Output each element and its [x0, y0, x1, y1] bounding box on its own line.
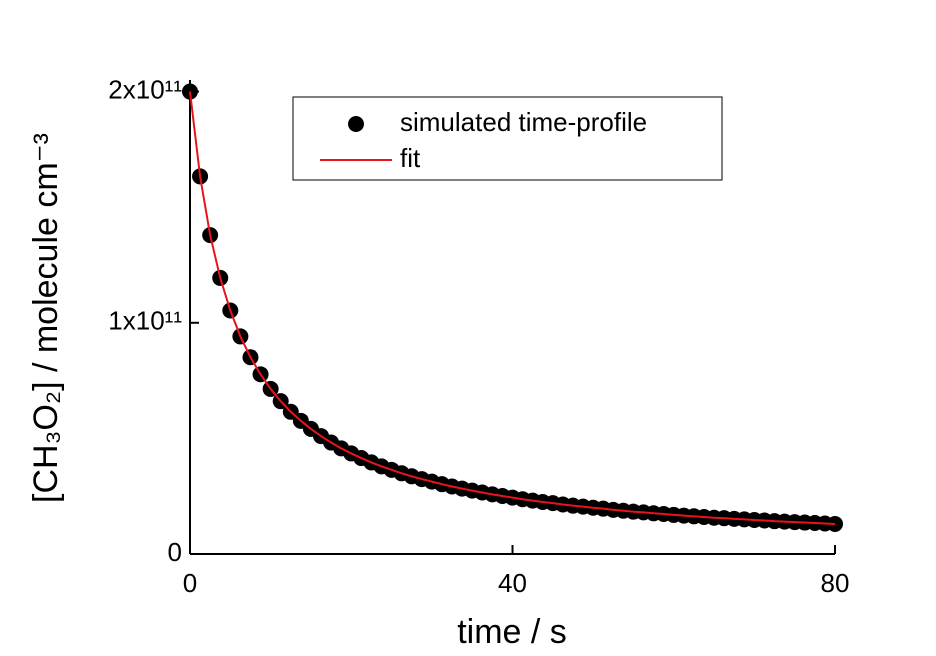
legend-label: fit [400, 143, 421, 173]
x-tick-label: 80 [821, 568, 850, 598]
legend-box [292, 96, 723, 181]
x-tick-label: 0 [183, 568, 197, 598]
fit-line [189, 91, 836, 525]
legend-label: simulated time-profile [400, 107, 647, 137]
y-tick-label: 0 [168, 537, 182, 567]
x-tick-label: 40 [498, 568, 527, 598]
y-tick-label: 1x10¹¹ [108, 306, 182, 336]
y-tick-label: 2x10¹¹ [108, 74, 182, 104]
x-axis-title: time / s [457, 613, 567, 651]
y-axis-title: [CH₃O₂] / molecule cm⁻³ [27, 133, 65, 503]
legend-marker [348, 116, 364, 132]
